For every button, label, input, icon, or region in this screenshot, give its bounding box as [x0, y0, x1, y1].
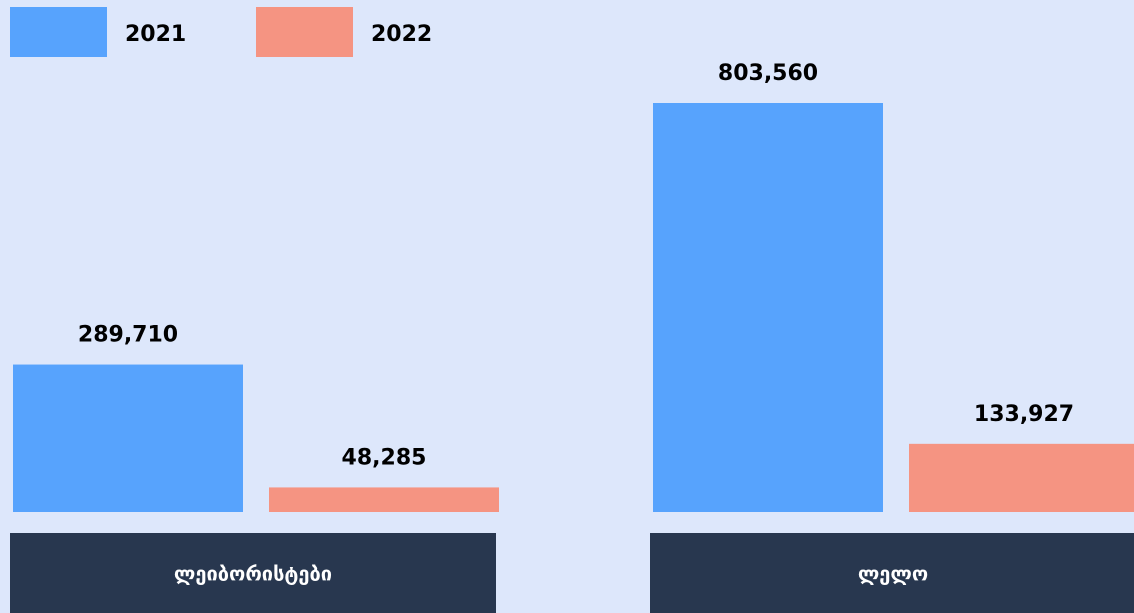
bar	[13, 364, 243, 512]
legend-label: 2021	[125, 22, 186, 47]
bar	[269, 487, 499, 512]
legend-swatch	[10, 7, 107, 57]
value-label: 803,560	[718, 61, 818, 86]
legend-swatch	[256, 7, 353, 57]
value-label: 133,927	[974, 402, 1074, 427]
value-label: 48,285	[342, 445, 427, 470]
bar	[909, 443, 1134, 512]
value-label: 289,710	[78, 323, 178, 348]
category-label: ლელო	[858, 562, 928, 586]
category-box	[650, 533, 1134, 613]
category-box	[10, 533, 496, 613]
bar	[653, 103, 883, 512]
category-label: ლეიბორისტები	[174, 562, 332, 586]
legend-label: 2022	[371, 22, 432, 47]
